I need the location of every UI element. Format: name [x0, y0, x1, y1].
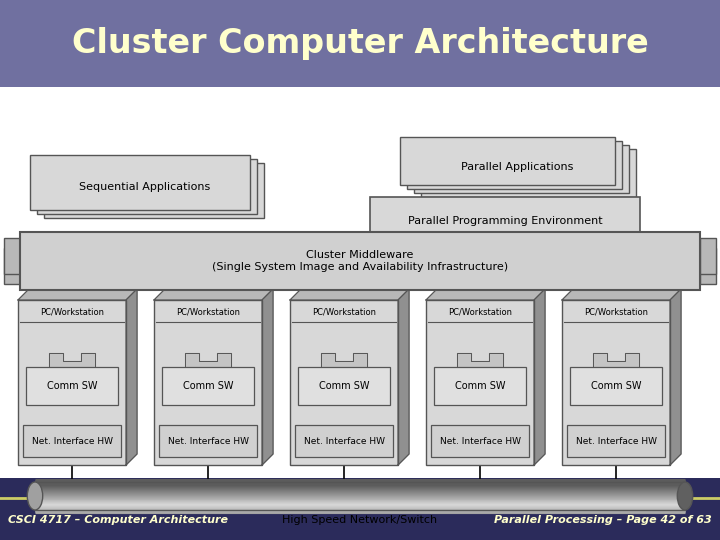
Text: Comm SW: Comm SW: [319, 381, 369, 391]
Ellipse shape: [678, 482, 693, 510]
Bar: [154, 300, 262, 465]
Bar: [421, 149, 636, 197]
Text: Net. Interface HW: Net. Interface HW: [304, 436, 384, 446]
Bar: [370, 197, 640, 245]
Ellipse shape: [27, 482, 42, 510]
Text: Net. Interface HW: Net. Interface HW: [575, 436, 657, 446]
Bar: [44, 163, 264, 218]
Polygon shape: [154, 289, 273, 300]
Bar: [431, 425, 529, 457]
Bar: [426, 300, 534, 465]
Bar: [400, 137, 615, 185]
Bar: [30, 155, 250, 210]
Text: Comm SW: Comm SW: [47, 381, 97, 391]
Text: Figure 18.11 from Stallings, Computer Organization & Architecture: Figure 18.11 from Stallings, Computer Or…: [123, 482, 597, 495]
Polygon shape: [534, 289, 545, 465]
Bar: [18, 300, 126, 465]
Polygon shape: [126, 289, 137, 465]
Bar: [0, 478, 720, 540]
Bar: [26, 367, 118, 405]
Bar: [700, 248, 716, 284]
Text: Parallel Processing – Page 42 of 63: Parallel Processing – Page 42 of 63: [494, 515, 712, 525]
Text: Net. Interface HW: Net. Interface HW: [439, 436, 521, 446]
Polygon shape: [398, 289, 409, 465]
Text: Parallel Applications: Parallel Applications: [462, 162, 574, 172]
Bar: [414, 145, 629, 193]
Polygon shape: [185, 353, 231, 367]
Text: PC/Workstation: PC/Workstation: [448, 307, 512, 316]
Polygon shape: [321, 353, 367, 367]
Bar: [23, 425, 121, 457]
Text: PC/Workstation: PC/Workstation: [312, 307, 376, 316]
Bar: [20, 232, 700, 290]
Bar: [162, 367, 254, 405]
Text: PC/Workstation: PC/Workstation: [40, 307, 104, 316]
Polygon shape: [49, 353, 95, 367]
Bar: [298, 367, 390, 405]
Bar: [567, 425, 665, 457]
Text: CSCI 4717 – Computer Architecture: CSCI 4717 – Computer Architecture: [8, 515, 228, 525]
Bar: [4, 248, 20, 284]
Bar: [0, 0, 720, 87]
Polygon shape: [290, 289, 409, 300]
Text: High Speed Network/Switch: High Speed Network/Switch: [282, 515, 438, 525]
Text: Comm SW: Comm SW: [590, 381, 642, 391]
Bar: [159, 425, 257, 457]
Polygon shape: [562, 289, 681, 300]
Text: PC/Workstation: PC/Workstation: [176, 307, 240, 316]
Polygon shape: [593, 353, 639, 367]
Bar: [37, 159, 257, 214]
Bar: [4, 238, 20, 274]
Bar: [295, 425, 393, 457]
Text: PC/Workstation: PC/Workstation: [584, 307, 648, 316]
Polygon shape: [18, 289, 137, 300]
Bar: [700, 238, 716, 274]
Text: Net. Interface HW: Net. Interface HW: [168, 436, 248, 446]
Bar: [407, 141, 622, 189]
Polygon shape: [262, 289, 273, 465]
Polygon shape: [670, 289, 681, 465]
Text: Net. Interface HW: Net. Interface HW: [32, 436, 112, 446]
Text: Comm SW: Comm SW: [183, 381, 233, 391]
Bar: [570, 367, 662, 405]
Text: Parallel Programming Environment: Parallel Programming Environment: [408, 216, 603, 226]
Bar: [562, 300, 670, 465]
Text: Cluster Middleware
(Single System Image and Availability Infrastructure): Cluster Middleware (Single System Image …: [212, 250, 508, 272]
Polygon shape: [426, 289, 545, 300]
Text: Comm SW: Comm SW: [455, 381, 505, 391]
Text: Sequential Applications: Sequential Applications: [79, 181, 211, 192]
Bar: [434, 367, 526, 405]
Bar: [290, 300, 398, 465]
Polygon shape: [457, 353, 503, 367]
Text: Cluster Computer Architecture: Cluster Computer Architecture: [71, 28, 649, 60]
